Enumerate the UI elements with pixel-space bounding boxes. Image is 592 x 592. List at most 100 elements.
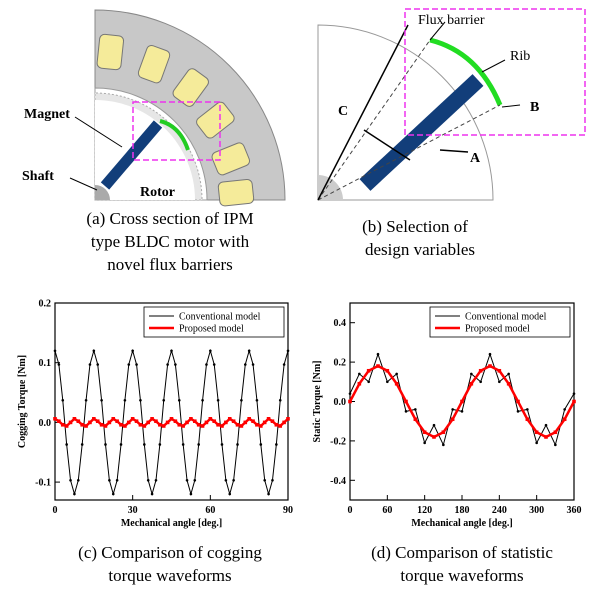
point [275,443,278,446]
caption-a: type BLDC motor with [91,232,250,251]
shaft [318,175,343,200]
point [497,368,502,373]
rib-label: Rib [510,49,530,64]
point [142,424,147,428]
point [123,399,127,402]
b-pointer [501,104,521,108]
point [131,349,134,353]
point [189,417,193,421]
point [150,492,154,496]
point [259,424,263,428]
point [119,422,123,427]
point [236,443,239,446]
point [376,352,380,356]
point [216,399,220,402]
point [348,392,352,395]
point [231,419,236,423]
point [212,419,217,423]
point [197,443,200,446]
y-tick-label: 0.0 [39,418,52,429]
point [111,417,116,421]
c-label: C [338,104,348,119]
point [161,424,166,428]
point [177,422,182,427]
a-label: A [470,151,481,166]
x-tick-label: 60 [205,505,215,516]
magnet-label: Magnet [24,107,70,122]
point [232,479,235,482]
point [270,419,275,423]
x-tick-label: 240 [492,505,507,516]
point [516,410,520,413]
shaft-pointer [69,177,98,191]
point [247,417,251,421]
point [189,492,193,496]
point [460,399,464,404]
point [166,363,169,366]
point [553,430,558,435]
point [57,419,61,423]
x-tick-label: 90 [283,505,293,516]
point [200,424,205,428]
y-axis-title: Static Torque [Nm] [312,360,323,442]
point [357,381,362,386]
x-tick-label: 180 [455,505,470,516]
point [488,352,492,356]
point [104,443,107,446]
legend-box [143,306,285,338]
motor-diagram: Magnet Shaft Rotor [22,9,286,207]
y-tick-label: -0.2 [330,436,346,447]
caption-b: design variables [365,240,475,259]
point [235,422,240,427]
point [204,420,209,425]
point [240,399,243,402]
caption-b: (b) Selection of [362,217,468,236]
point [181,443,185,446]
plot-frame [54,302,289,501]
point [479,380,482,384]
point [441,430,446,435]
point [84,424,88,428]
y-tick-label: -0.4 [330,476,346,487]
point [348,399,352,404]
point [478,368,483,373]
point [127,363,131,366]
point [95,419,100,423]
point [286,417,290,421]
point [267,492,270,496]
point [451,408,454,411]
dimension-a [439,149,469,153]
point [516,399,520,404]
x-tick-label: 300 [529,505,544,516]
y-tick-label: -0.1 [35,478,51,489]
legend-label: Proposed model [465,324,530,335]
point [146,479,150,482]
point [282,420,286,425]
point [243,420,248,425]
point [135,363,138,366]
point [488,364,492,368]
point [139,399,142,402]
point [158,443,162,446]
point [259,443,263,446]
point [181,424,185,428]
point [212,363,216,366]
point [111,492,115,496]
point [185,479,189,482]
point [88,420,92,425]
point [554,443,557,447]
point [92,417,96,421]
point [224,420,228,425]
point [154,479,158,482]
point [64,424,69,428]
y-tick-label: 0.0 [334,397,347,408]
point [525,417,530,422]
point [562,417,567,422]
point [134,419,139,423]
x-tick-label: 120 [417,505,432,516]
point [53,417,57,421]
caption-a: (a) Cross section of IPM [86,209,253,228]
point [544,423,548,427]
